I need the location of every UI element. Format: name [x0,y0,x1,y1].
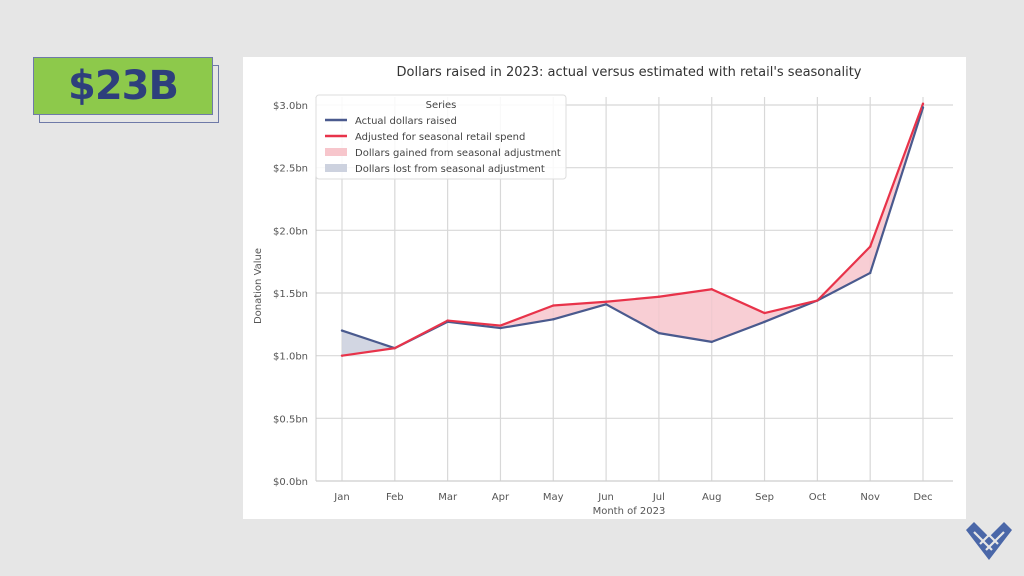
y-tick-label: $2.0bn [273,226,308,237]
point-actual [657,331,661,335]
x-tick-label: May [543,492,564,503]
x-axis-label: Month of 2023 [593,506,666,517]
series-line-adjusted [341,103,925,357]
y-tick-label: $1.5bn [273,289,308,300]
point-actual [604,303,608,306]
givingtuesday-heart-logo [966,522,1012,560]
y-tick-label: $0.5bn [273,414,308,425]
x-tick-label: Aug [702,492,722,503]
chart-title: Dollars raised in 2023: actual versus es… [397,65,862,80]
x-tick-label: Jul [652,492,665,503]
chart-card: Dollars raised in 2023: actual versus es… [243,57,966,519]
headline-badge: $23B [33,57,213,115]
point-actual [552,318,555,321]
y-axis-ticks: $0.0bn $0.5bn $1.0bn $1.5bn $2.0bn $2.5bn $3.0… [273,101,308,488]
x-tick-label: Dec [913,492,932,503]
point-adjusted [816,299,819,302]
point-actual [921,106,925,109]
legend-swatch-lost [325,164,347,172]
legend-entry-lost: Dollars lost from seasonal adjustment [355,164,545,175]
point-adjusted [868,245,872,248]
legend-entry-actual: Actual dollars raised [355,116,457,127]
point-adjusted [604,300,608,303]
gain-area [658,289,712,342]
point-adjusted [446,319,449,322]
x-tick-label: Mar [438,492,458,503]
x-tick-label: Jun [597,492,614,503]
gain-area [606,296,659,334]
legend-swatch-gained [325,148,347,156]
gain-area [711,289,765,342]
point-actual [868,271,872,275]
badge-text: $23B [68,63,179,109]
point-adjusted [710,288,713,291]
point-adjusted [393,346,397,350]
point-adjusted [657,295,661,298]
point-adjusted [552,304,555,307]
point-adjusted [340,354,344,357]
x-tick-label: Apr [492,492,510,503]
x-tick-label: Nov [860,492,880,503]
legend-box [315,94,567,180]
point-actual [340,329,344,332]
x-tick-label: Jan [333,492,349,503]
point-actual [710,340,713,344]
legend-entry-gained: Dollars gained from seasonal adjustment [355,148,561,159]
x-tick-label: Oct [809,492,826,503]
x-tick-label: Sep [755,492,774,503]
point-adjusted [921,102,925,105]
legend-title: Series [426,100,457,111]
y-axis-label: Donation Value [253,248,264,324]
y-tick-label: $0.0bn [273,477,308,488]
y-tick-label: $2.5bn [273,164,308,175]
y-tick-label: $1.0bn [273,352,308,363]
point-adjusted [763,311,766,315]
x-tick-label: Feb [386,492,404,503]
point-adjusted [499,324,502,327]
x-axis-ticks: Jan Feb Mar Apr May Jun Jul Aug Sep Oct Nov Dec [333,492,932,503]
series-lines [340,102,925,357]
line-chart: Dollars raised in 2023: actual versus es… [253,65,953,517]
legend-entry-adjusted: Adjusted for seasonal retail spend [355,132,525,143]
point-actual [763,320,766,324]
legend: Series Actual dollars raised Adjusted fo… [315,94,567,180]
point-actual [499,326,502,330]
y-tick-label: $3.0bn [273,101,308,112]
